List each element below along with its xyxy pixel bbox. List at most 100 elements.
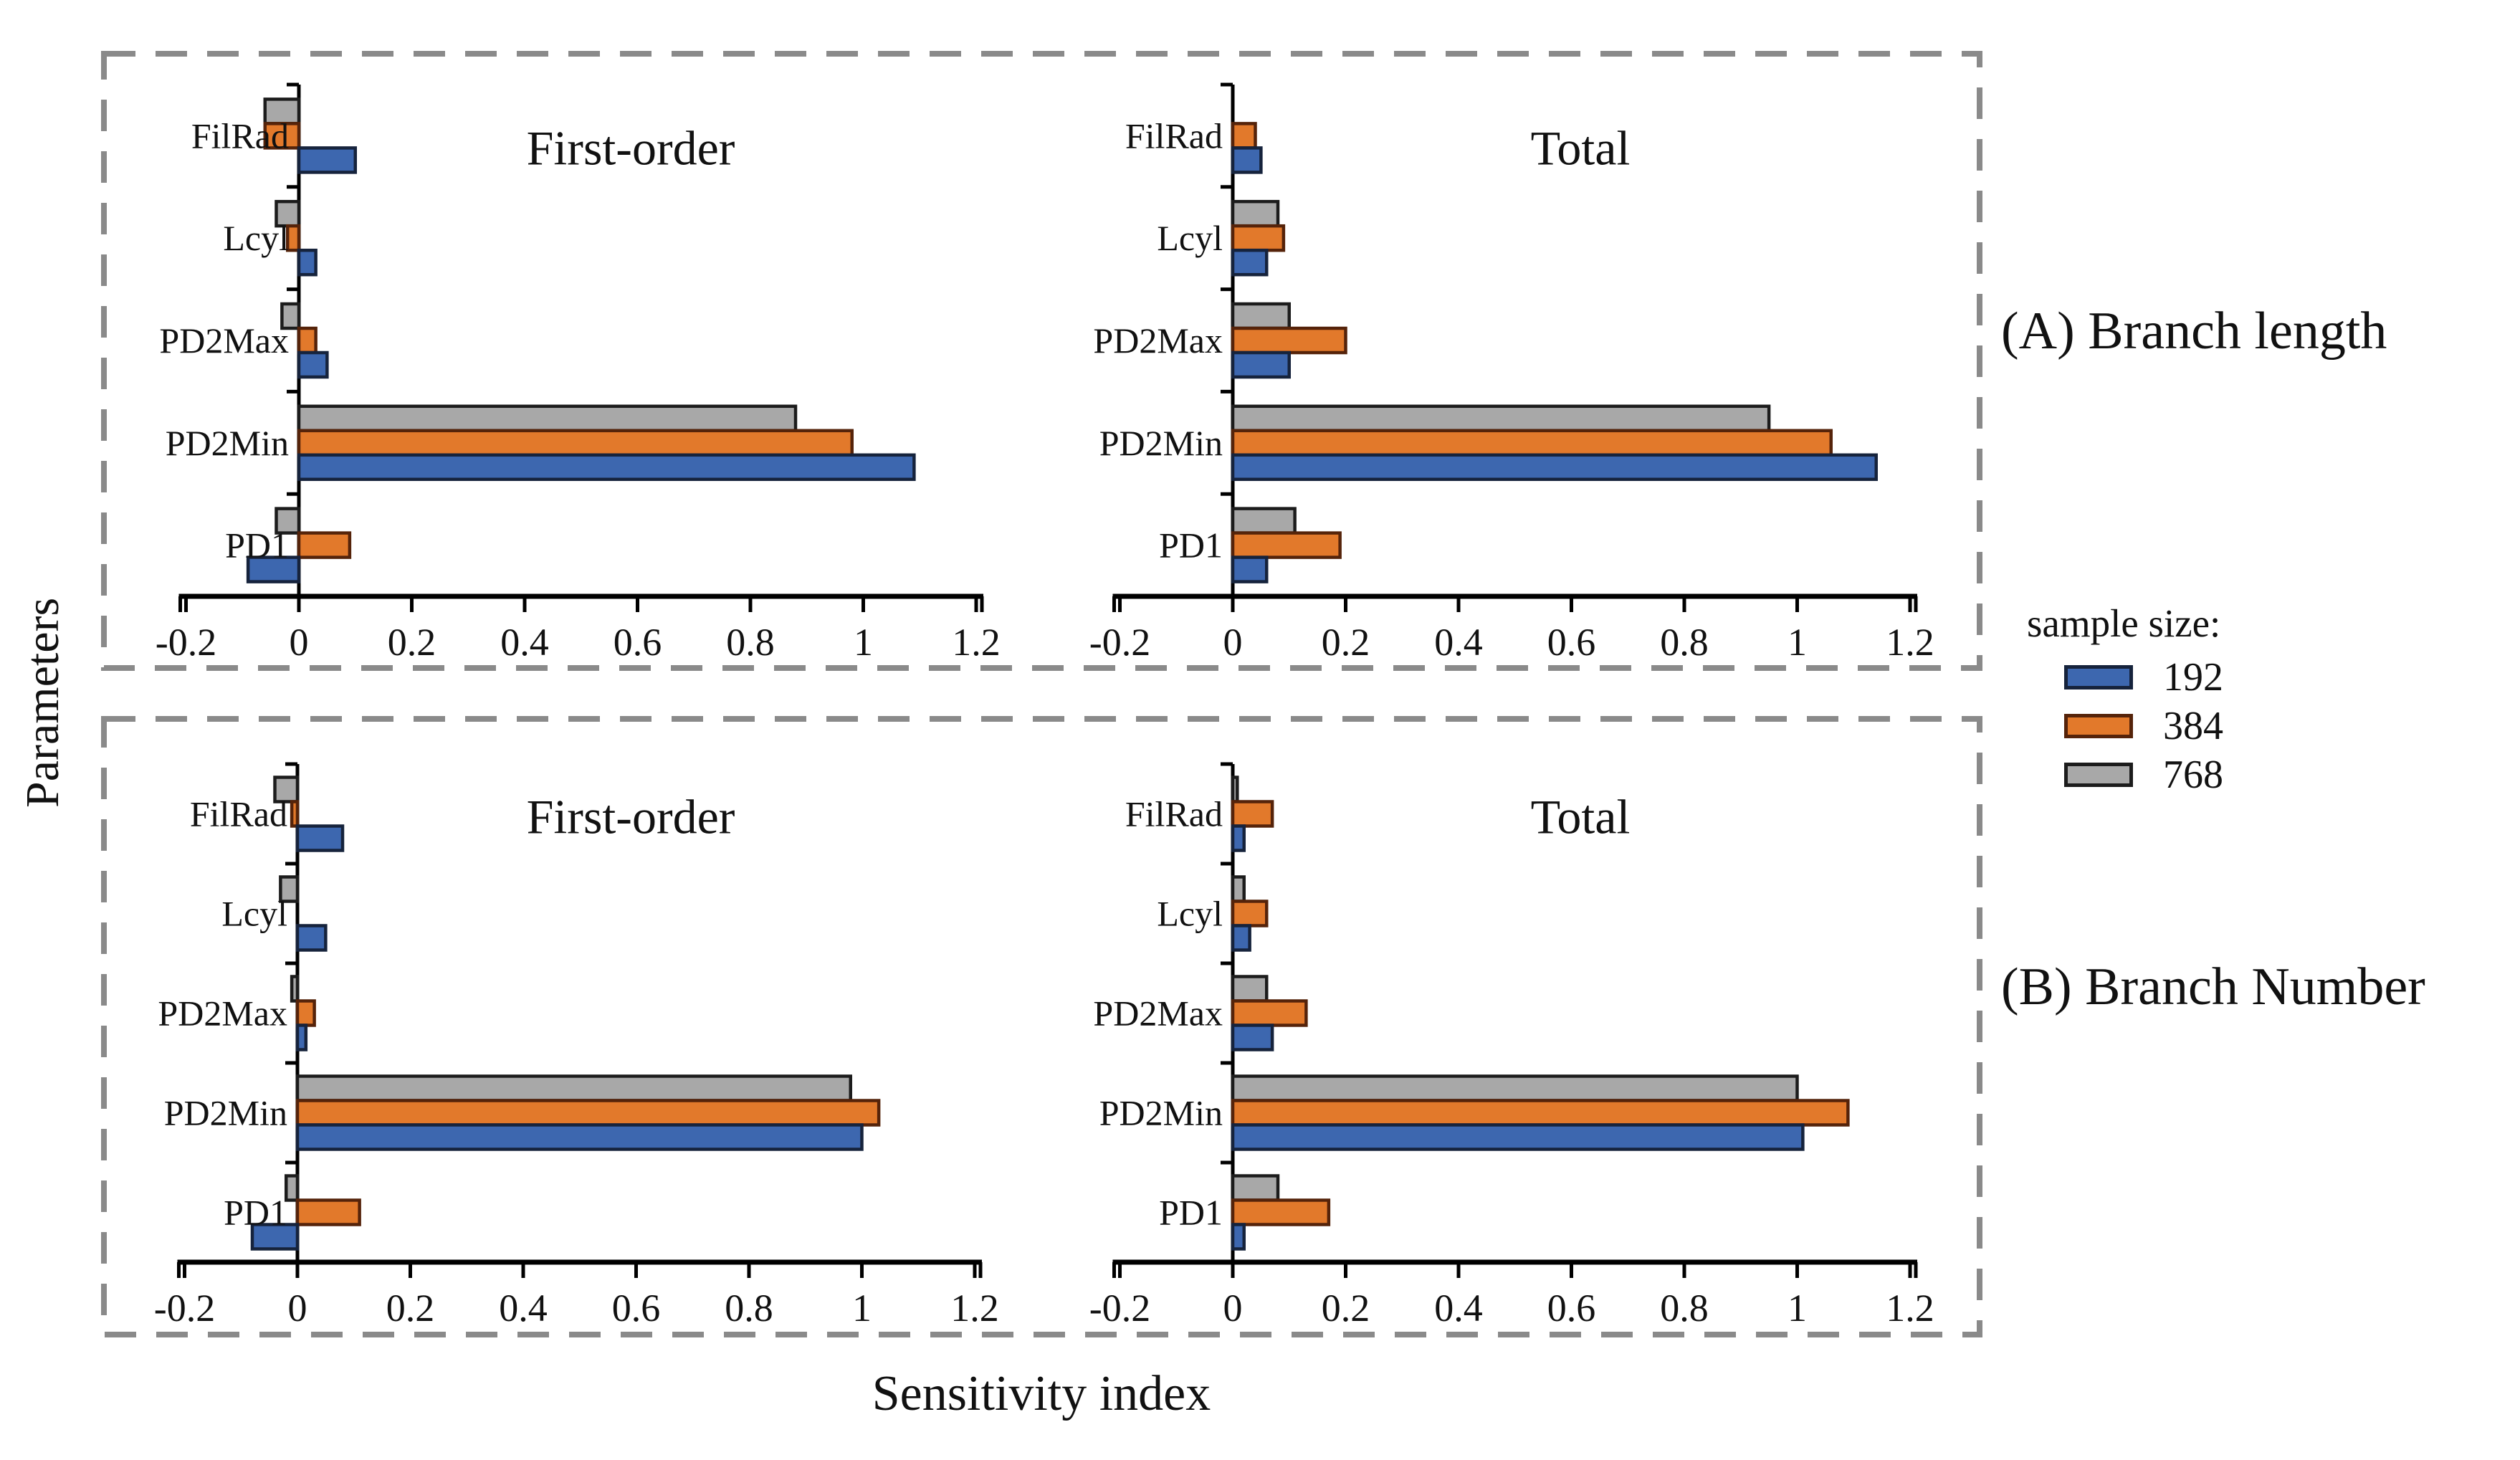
x-tick-label: 0 bbox=[288, 1287, 307, 1330]
category-label-PD2Max: PD2Max bbox=[1093, 320, 1223, 361]
panel-title-first-order-a: First-order bbox=[526, 120, 735, 176]
panel-title-total-a: Total bbox=[1530, 120, 1631, 176]
legend-item-384: 384 bbox=[2027, 702, 2328, 750]
category-label-Lcyl: Lcyl bbox=[1157, 218, 1223, 258]
bar-FilRad-768 bbox=[263, 97, 301, 125]
bar-PD1-384 bbox=[297, 531, 352, 559]
bar-Lcyl-768 bbox=[1231, 199, 1280, 228]
category-label-Lcyl: Lcyl bbox=[1157, 894, 1223, 934]
bar-PD2Min-768 bbox=[297, 404, 798, 433]
x-tick-label: 0.8 bbox=[1660, 1287, 1709, 1330]
legend-swatch-gray bbox=[2064, 763, 2133, 787]
bar-PD2Max-768 bbox=[1231, 302, 1291, 330]
x-tick-label: -0.2 bbox=[156, 621, 216, 664]
bar-FilRad-384 bbox=[290, 800, 300, 828]
row-label-branch-number: (B) Branch Number bbox=[2001, 958, 2425, 1016]
bar-PD2Max-768 bbox=[280, 302, 301, 330]
bar-PD2Min-384 bbox=[297, 429, 854, 457]
bar-PD2Min-192 bbox=[1231, 1123, 1805, 1151]
x-tick-label: 1 bbox=[1788, 621, 1807, 664]
x-tick-label: 0.6 bbox=[1547, 1287, 1596, 1330]
bar-PD1-192 bbox=[250, 1223, 300, 1251]
category-label-PD2Max: PD2Max bbox=[1093, 993, 1223, 1034]
bar-PD2Max-192 bbox=[1231, 1024, 1274, 1051]
x-axis-label: Sensitivity index bbox=[872, 1366, 1211, 1421]
x-tick-label: 0.2 bbox=[1322, 621, 1370, 664]
bar-Lcyl-768 bbox=[279, 875, 300, 903]
x-tick-label: 0.6 bbox=[612, 1287, 661, 1330]
category-label-PD1: PD1 bbox=[1159, 1193, 1223, 1233]
row-label-branch-length: (A) Branch length bbox=[2001, 302, 2387, 361]
x-tick-label: 0.6 bbox=[1547, 621, 1596, 664]
bar-FilRad-192 bbox=[295, 824, 345, 852]
dashed-box-branch-number bbox=[101, 716, 1982, 1337]
bar-PD2Min-384 bbox=[1231, 429, 1833, 457]
bar-PD1-768 bbox=[1231, 1174, 1280, 1202]
bar-PD1-768 bbox=[275, 507, 301, 535]
x-tick-label: 0.4 bbox=[500, 621, 549, 664]
legend-label: 384 bbox=[2163, 704, 2223, 748]
bar-PD2Min-192 bbox=[297, 453, 916, 482]
category-label-PD2Min: PD2Min bbox=[166, 423, 289, 463]
x-tick-label: 1 bbox=[854, 621, 873, 664]
category-label-FilRad: FilRad bbox=[190, 794, 287, 834]
bar-PD1-384 bbox=[1231, 531, 1342, 559]
bar-PD1-384 bbox=[295, 1198, 361, 1226]
bar-PD1-768 bbox=[285, 1174, 300, 1202]
category-label-Lcyl: Lcyl bbox=[223, 218, 289, 258]
dashed-box-branch-length bbox=[101, 51, 1982, 671]
x-tick-label: 0.6 bbox=[614, 621, 662, 664]
category-label-PD1: PD1 bbox=[225, 525, 289, 566]
category-label-Lcyl: Lcyl bbox=[221, 894, 287, 934]
x-tick-label: -0.2 bbox=[1089, 1287, 1150, 1330]
x-tick-label: 1 bbox=[852, 1287, 872, 1330]
x-tick-label: -0.2 bbox=[1089, 621, 1150, 664]
bar-PD2Max-384 bbox=[1231, 326, 1347, 355]
bar-Lcyl-768 bbox=[1231, 875, 1246, 903]
bar-Lcyl-192 bbox=[297, 248, 318, 277]
bar-PD1-192 bbox=[1231, 1223, 1246, 1251]
bar-PD2Min-768 bbox=[1231, 1074, 1799, 1102]
category-label-PD2Min: PD2Min bbox=[1099, 1093, 1223, 1133]
bar-PD2Min-384 bbox=[1231, 1099, 1850, 1127]
x-tick-label: 0.2 bbox=[1322, 1287, 1370, 1330]
category-label-FilRad: FilRad bbox=[1125, 115, 1223, 156]
bar-FilRad-768 bbox=[273, 776, 300, 803]
category-label-PD2Min: PD2Min bbox=[164, 1093, 287, 1133]
x-tick-label: 0.2 bbox=[388, 621, 436, 664]
bar-Lcyl-192 bbox=[295, 924, 328, 952]
bar-FilRad-192 bbox=[297, 146, 357, 174]
x-tick-label: 0 bbox=[290, 621, 309, 664]
x-tick-label: 0.2 bbox=[386, 1287, 435, 1330]
bar-Lcyl-192 bbox=[1231, 248, 1269, 277]
bar-PD2Max-192 bbox=[295, 1024, 308, 1051]
category-label-PD2Max: PD2Max bbox=[158, 993, 287, 1034]
bar-PD2Min-768 bbox=[295, 1074, 852, 1102]
legend-swatch-blue bbox=[2064, 665, 2133, 690]
bar-PD2Max-768 bbox=[1231, 975, 1269, 1003]
legend-item-192: 192 bbox=[2027, 653, 2328, 702]
legend-item-768: 768 bbox=[2027, 750, 2328, 799]
category-label-FilRad: FilRad bbox=[191, 115, 289, 156]
bar-PD1-384 bbox=[1231, 1198, 1331, 1226]
x-tick-label: 0 bbox=[1223, 621, 1243, 664]
x-tick-label: 1.2 bbox=[1886, 1287, 1934, 1330]
x-tick-label: 1.2 bbox=[1886, 621, 1934, 664]
bar-FilRad-384 bbox=[263, 122, 301, 150]
category-label-PD1: PD1 bbox=[224, 1193, 287, 1233]
x-tick-label: 0.4 bbox=[499, 1287, 548, 1330]
legend-swatch-orange bbox=[2064, 714, 2133, 738]
bar-PD2Max-192 bbox=[297, 350, 329, 379]
x-tick-label: 0.8 bbox=[725, 1287, 773, 1330]
bar-PD2Min-384 bbox=[295, 1099, 881, 1127]
bar-FilRad-192 bbox=[1231, 146, 1263, 174]
bar-PD2Max-384 bbox=[1231, 999, 1308, 1027]
category-label-PD2Min: PD2Min bbox=[1099, 423, 1223, 463]
bar-Lcyl-384 bbox=[1231, 224, 1286, 252]
category-label-PD1: PD1 bbox=[1159, 525, 1223, 566]
bar-PD1-768 bbox=[1231, 507, 1297, 535]
panel-title-first-order-b: First-order bbox=[526, 789, 735, 844]
bar-FilRad-768 bbox=[1231, 776, 1239, 803]
